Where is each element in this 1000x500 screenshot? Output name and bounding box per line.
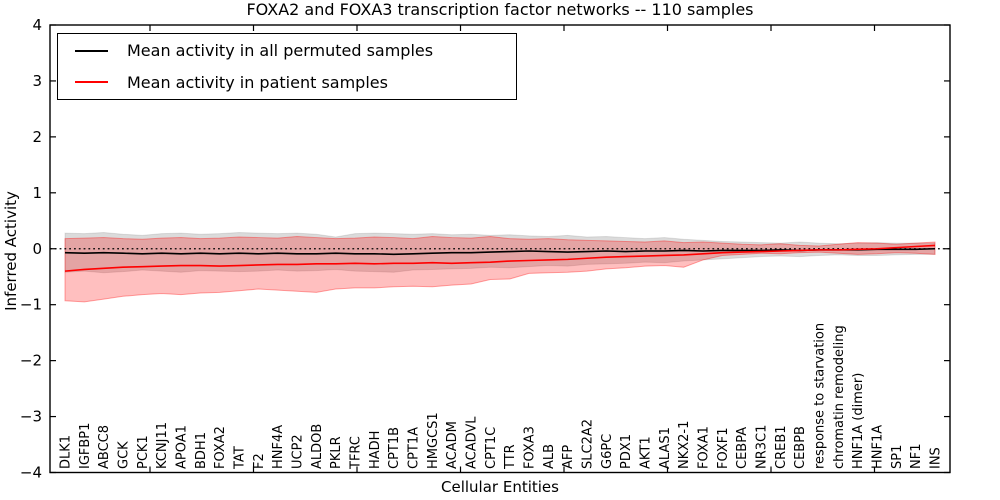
category-label: G6PC bbox=[600, 434, 615, 469]
category-label: response to starvation bbox=[813, 323, 828, 469]
category-label: GCK bbox=[117, 441, 132, 469]
category-label: CREB1 bbox=[774, 425, 789, 469]
chart-title: FOXA2 and FOXA3 transcription factor net… bbox=[246, 0, 754, 19]
category-label: SLC2A2 bbox=[581, 419, 596, 469]
category-label: CEBPB bbox=[793, 426, 808, 469]
category-label: HADH bbox=[368, 431, 383, 469]
x-axis-label: Cellular Entities bbox=[441, 478, 559, 496]
category-label: IGFBP1 bbox=[78, 423, 93, 469]
category-label: ABCC8 bbox=[97, 425, 112, 469]
category-label: chromatin remodeling bbox=[832, 325, 847, 469]
confidence-band bbox=[64, 235, 936, 303]
category-label: CPT1C bbox=[484, 427, 499, 469]
category-label: AFP bbox=[561, 445, 576, 469]
category-label: PKLR bbox=[329, 436, 344, 469]
legend-label-patient: Mean activity in patient samples bbox=[127, 72, 388, 92]
category-label: ALB bbox=[542, 444, 557, 469]
category-label: NR3C1 bbox=[755, 425, 770, 469]
category-label: HMGCS1 bbox=[426, 412, 441, 469]
y-tick-label: 3 bbox=[32, 72, 42, 90]
category-label: BDH1 bbox=[194, 432, 209, 469]
category-label: TAT bbox=[233, 446, 248, 470]
category-label: HNF4A bbox=[271, 425, 286, 469]
category-label: NF1 bbox=[909, 444, 924, 469]
category-label: HNF1A (dimer) bbox=[851, 373, 866, 469]
y-tick-label: 4 bbox=[32, 16, 42, 34]
category-label: FOXA1 bbox=[697, 426, 712, 469]
legend-entry-permuted: Mean activity in all permuted samples bbox=[58, 36, 516, 66]
category-label: FOXA2 bbox=[213, 426, 228, 469]
category-label: UCP2 bbox=[291, 434, 306, 469]
category-label: ALAS1 bbox=[658, 427, 673, 469]
legend-entry-patient: Mean activity in patient samples bbox=[58, 67, 516, 97]
category-label: ACADM bbox=[445, 421, 460, 469]
y-tick-label: −2 bbox=[20, 352, 42, 370]
confidence-band bbox=[64, 232, 936, 274]
y-tick-label: −4 bbox=[20, 464, 42, 482]
y-axis-label: Inferred Activity bbox=[2, 191, 20, 311]
category-label: TFRC bbox=[349, 436, 364, 470]
category-label: ACADVL bbox=[465, 416, 480, 469]
y-tick-label: −1 bbox=[20, 296, 42, 314]
legend: Mean activity in all permuted samples Me… bbox=[57, 33, 517, 100]
mean-line bbox=[64, 244, 936, 272]
category-label: SP1 bbox=[890, 445, 905, 469]
red-line-swatch bbox=[75, 81, 108, 84]
category-label: CPT1B bbox=[387, 427, 402, 469]
category-label: CEBPA bbox=[735, 427, 750, 469]
category-label: PDX1 bbox=[619, 434, 634, 469]
y-tick-label: 1 bbox=[32, 184, 42, 202]
category-label: APOA1 bbox=[175, 425, 190, 469]
category-label: FOXA3 bbox=[523, 426, 538, 469]
category-label: PCK1 bbox=[136, 435, 151, 469]
category-label: FOXF1 bbox=[716, 427, 731, 469]
category-label: TTR bbox=[503, 444, 518, 470]
black-line-swatch bbox=[75, 49, 108, 52]
category-label: NKX2-1 bbox=[677, 421, 692, 469]
y-tick-label: 2 bbox=[32, 128, 42, 146]
category-label: INS bbox=[929, 447, 944, 469]
y-tick-label: −3 bbox=[20, 408, 42, 426]
category-label: F2 bbox=[252, 453, 267, 469]
category-label: KCNJ11 bbox=[155, 422, 170, 469]
category-label: ALDOB bbox=[310, 424, 325, 469]
y-tick-label: 0 bbox=[32, 240, 42, 258]
category-label: HNF1A bbox=[871, 425, 886, 469]
category-label: CPT1A bbox=[407, 427, 422, 469]
category-label: AKT1 bbox=[639, 436, 654, 469]
legend-label-permuted: Mean activity in all permuted samples bbox=[127, 41, 434, 61]
category-label: DLK1 bbox=[59, 435, 74, 469]
